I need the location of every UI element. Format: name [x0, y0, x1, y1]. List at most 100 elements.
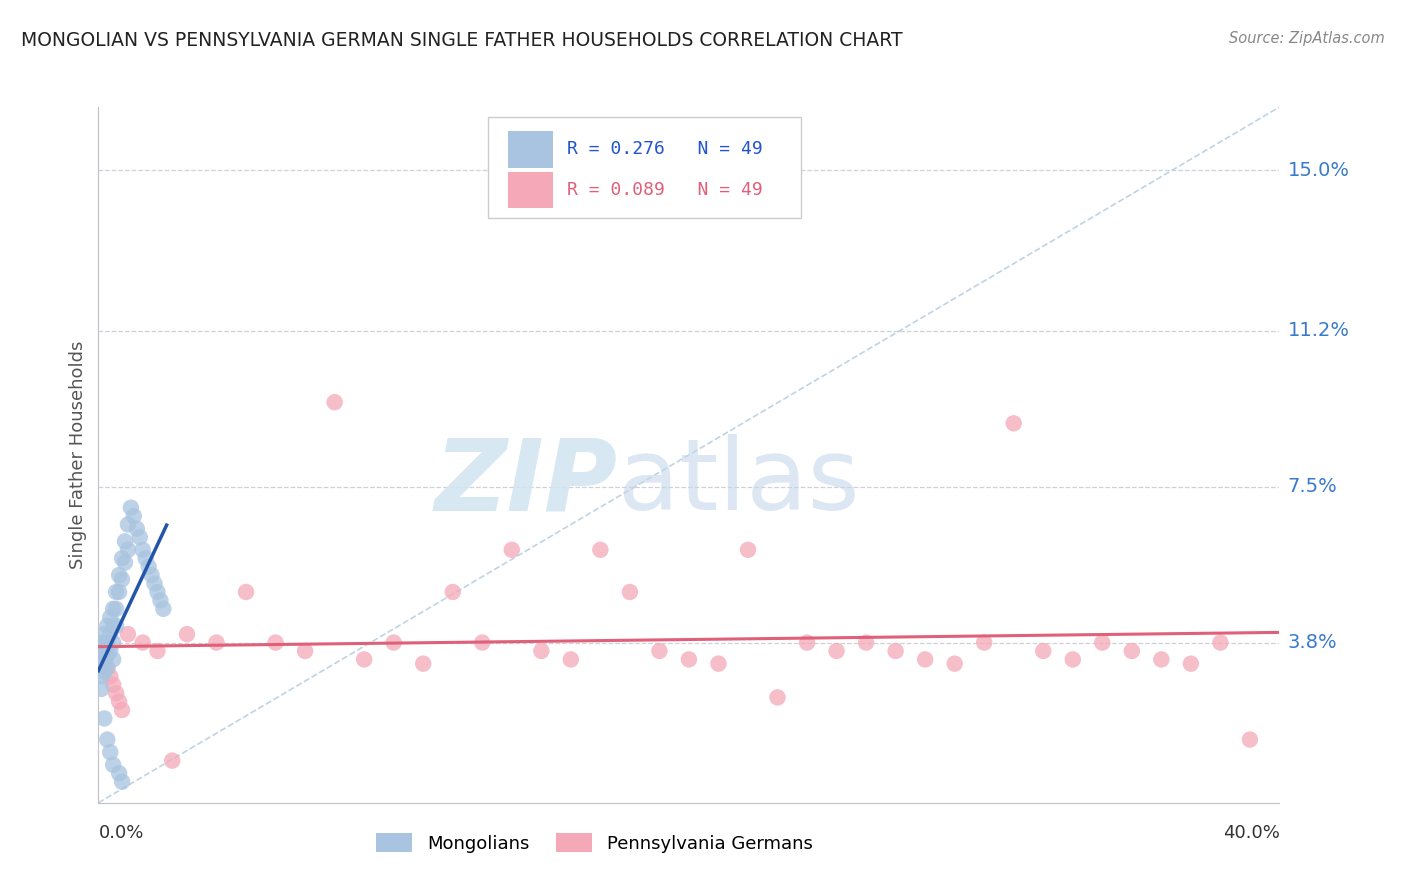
- Point: [884, 644, 907, 658]
- Text: 0.0%: 0.0%: [98, 823, 143, 842]
- Point: [111, 572, 134, 586]
- Point: [125, 522, 148, 536]
- Point: [103, 602, 125, 616]
- Point: [1121, 644, 1143, 658]
- Point: [441, 585, 464, 599]
- Point: [105, 618, 128, 632]
- Text: 40.0%: 40.0%: [1223, 823, 1279, 842]
- Text: Source: ZipAtlas.com: Source: ZipAtlas.com: [1229, 31, 1385, 46]
- Point: [766, 690, 789, 705]
- Point: [294, 644, 316, 658]
- Text: 11.2%: 11.2%: [1288, 321, 1350, 340]
- Text: 3.8%: 3.8%: [1288, 633, 1337, 652]
- Text: ZIP: ZIP: [434, 434, 619, 532]
- Point: [96, 732, 118, 747]
- Point: [589, 542, 612, 557]
- Point: [96, 635, 118, 649]
- Point: [138, 559, 160, 574]
- Point: [619, 585, 641, 599]
- Point: [105, 602, 128, 616]
- Text: 15.0%: 15.0%: [1288, 161, 1350, 180]
- Point: [152, 602, 174, 616]
- Point: [98, 669, 121, 683]
- Point: [382, 635, 405, 649]
- Text: R = 0.276   N = 49: R = 0.276 N = 49: [567, 140, 763, 159]
- Point: [1239, 732, 1261, 747]
- Point: [98, 627, 121, 641]
- Point: [128, 530, 150, 544]
- Text: R = 0.089   N = 49: R = 0.089 N = 49: [567, 181, 763, 199]
- Point: [132, 542, 155, 557]
- Point: [90, 648, 112, 663]
- Point: [132, 635, 155, 649]
- Point: [737, 542, 759, 557]
- Text: 7.5%: 7.5%: [1288, 477, 1337, 496]
- Point: [90, 681, 112, 696]
- FancyBboxPatch shape: [488, 118, 801, 219]
- Point: [117, 542, 139, 557]
- Point: [1062, 652, 1084, 666]
- Point: [1032, 644, 1054, 658]
- Point: [93, 640, 115, 654]
- Point: [135, 551, 157, 566]
- Point: [678, 652, 700, 666]
- Point: [648, 644, 671, 658]
- Point: [117, 517, 139, 532]
- Point: [825, 644, 848, 658]
- Point: [98, 644, 121, 658]
- Point: [122, 509, 145, 524]
- Point: [103, 635, 125, 649]
- Point: [114, 556, 136, 570]
- Point: [114, 534, 136, 549]
- Point: [108, 585, 131, 599]
- Point: [176, 627, 198, 641]
- Y-axis label: Single Father Households: Single Father Households: [69, 341, 87, 569]
- Point: [973, 635, 995, 649]
- Point: [205, 635, 228, 649]
- Point: [149, 593, 172, 607]
- Point: [108, 766, 131, 780]
- Point: [141, 568, 163, 582]
- Point: [93, 652, 115, 666]
- Text: atlas: atlas: [619, 434, 859, 532]
- Point: [105, 686, 128, 700]
- Point: [111, 703, 134, 717]
- Point: [412, 657, 434, 671]
- Point: [501, 542, 523, 557]
- Point: [1091, 635, 1114, 649]
- Point: [103, 757, 125, 772]
- Point: [162, 754, 183, 768]
- Text: MONGOLIAN VS PENNSYLVANIA GERMAN SINGLE FATHER HOUSEHOLDS CORRELATION CHART: MONGOLIAN VS PENNSYLVANIA GERMAN SINGLE …: [21, 31, 903, 50]
- Point: [855, 635, 877, 649]
- Point: [146, 644, 169, 658]
- Point: [914, 652, 936, 666]
- Point: [323, 395, 346, 409]
- Bar: [508, 131, 553, 168]
- Point: [93, 665, 115, 679]
- Point: [530, 644, 553, 658]
- Point: [96, 661, 118, 675]
- Point: [117, 627, 139, 641]
- Point: [90, 669, 112, 683]
- Point: [111, 551, 134, 566]
- Point: [235, 585, 257, 599]
- Point: [143, 576, 166, 591]
- Point: [108, 695, 131, 709]
- Point: [1209, 635, 1232, 649]
- Point: [560, 652, 582, 666]
- Point: [90, 635, 112, 649]
- Point: [353, 652, 375, 666]
- Point: [108, 568, 131, 582]
- Point: [96, 648, 118, 663]
- Point: [98, 610, 121, 624]
- Point: [105, 585, 128, 599]
- Point: [103, 618, 125, 632]
- Point: [93, 652, 115, 666]
- Point: [146, 585, 169, 599]
- Point: [96, 661, 118, 675]
- Point: [93, 711, 115, 725]
- Point: [1002, 417, 1025, 431]
- Point: [90, 644, 112, 658]
- Point: [103, 678, 125, 692]
- Point: [707, 657, 730, 671]
